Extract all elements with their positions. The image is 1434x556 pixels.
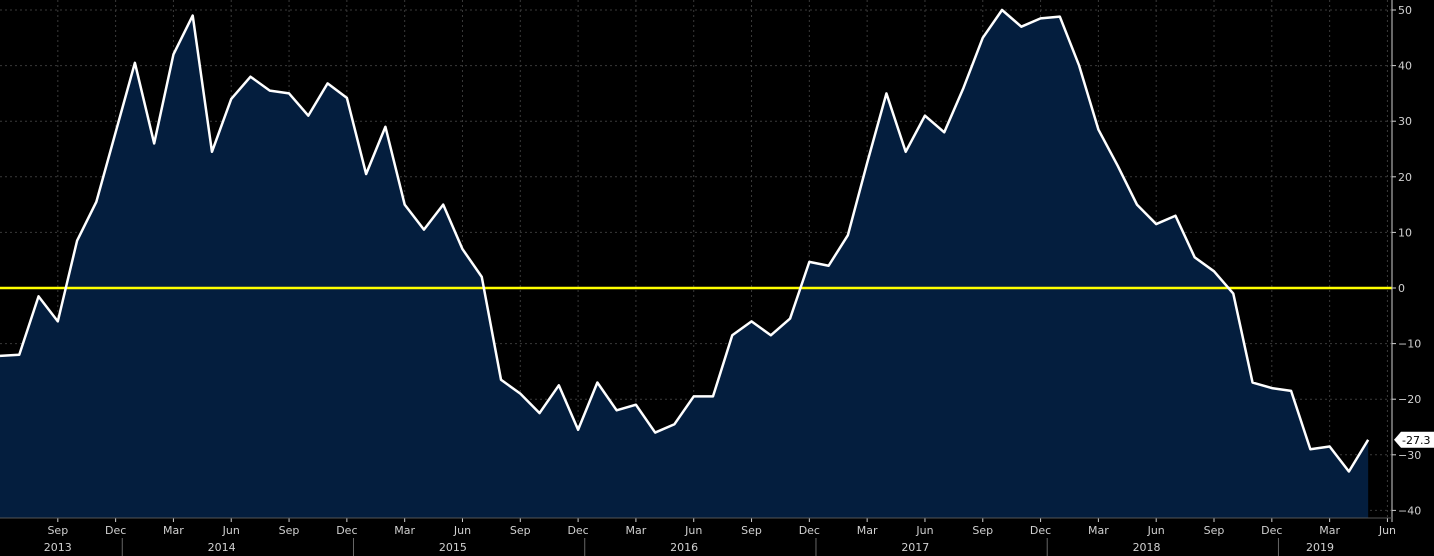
year-label: 2016 xyxy=(670,541,698,554)
x-tick-label: Sep xyxy=(741,524,762,537)
x-tick-label: Jun xyxy=(453,524,471,537)
x-tick-label: Jun xyxy=(222,524,240,537)
x-tick-label: Jun xyxy=(915,524,933,537)
x-tick-label: Jun xyxy=(684,524,702,537)
series-area xyxy=(0,10,1369,518)
year-label: 2019 xyxy=(1306,541,1334,554)
y-tick-label: −40 xyxy=(1398,504,1421,517)
line-layer xyxy=(0,8,1370,473)
series-line xyxy=(0,8,1370,473)
x-tick-label: Dec xyxy=(567,524,588,537)
year-label: 2013 xyxy=(44,541,72,554)
x-tick-label: Jun xyxy=(1147,524,1165,537)
x-tick-label: Dec xyxy=(1030,524,1051,537)
x-tick-label: Dec xyxy=(336,524,357,537)
y-tick-label: 40 xyxy=(1398,60,1412,73)
x-tick-label: Sep xyxy=(972,524,993,537)
x-tick-label: Dec xyxy=(799,524,820,537)
last-value-label: -27.3 xyxy=(1402,434,1430,447)
year-label: 2014 xyxy=(208,541,236,554)
x-tick-label: Mar xyxy=(857,524,878,537)
x-tick-label: Sep xyxy=(1204,524,1225,537)
x-tick-label: Mar xyxy=(1319,524,1340,537)
year-label: 2015 xyxy=(439,541,467,554)
last-value-marker: -27.3 xyxy=(1394,431,1434,448)
y-tick-label: −10 xyxy=(1398,338,1421,351)
y-tick-label: 0 xyxy=(1398,282,1405,295)
y-axis: 50 40 30 20 10 0 −10 −20 −30 −40 xyxy=(1391,0,1421,522)
last-value-badge xyxy=(1394,431,1434,448)
y-tick-label: 30 xyxy=(1398,115,1412,128)
year-label: 2018 xyxy=(1133,541,1161,554)
y-tick-label: −30 xyxy=(1398,449,1421,462)
area-layer xyxy=(0,10,1369,518)
x-tick-label: Mar xyxy=(626,524,647,537)
x-axis: Sep Dec Mar Jun Sep Dec Mar Jun Sep Dec Mar Jun Sep D… xyxy=(0,517,1396,556)
x-tick-label: Sep xyxy=(510,524,531,537)
x-tick-label: Mar xyxy=(163,524,184,537)
y-tick-label: 50 xyxy=(1398,4,1412,17)
x-tick-label: Mar xyxy=(1088,524,1109,537)
x-tick-label: Jun xyxy=(1378,524,1396,537)
x-tick-label: Sep xyxy=(47,524,68,537)
x-tick-label: Sep xyxy=(279,524,300,537)
y-tick-label: 10 xyxy=(1398,226,1412,239)
x-tick-label: Dec xyxy=(105,524,126,537)
x-tick-label: Mar xyxy=(394,524,415,537)
y-tick-label: −20 xyxy=(1398,393,1421,406)
y-tick-label: 20 xyxy=(1398,171,1412,184)
year-label: 2017 xyxy=(901,541,929,554)
x-tick-label: Dec xyxy=(1261,524,1282,537)
